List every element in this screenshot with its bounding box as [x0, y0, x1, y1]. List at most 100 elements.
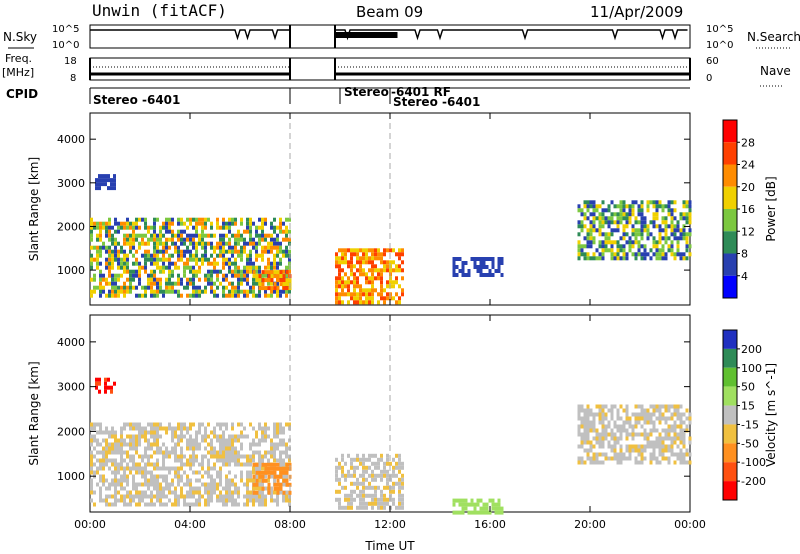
echo-cell [335, 477, 338, 482]
echo-cell [371, 453, 374, 458]
echo-cell [365, 300, 368, 305]
echo-cell [273, 482, 277, 487]
echo-cell [643, 408, 647, 413]
echo-cell [258, 422, 261, 427]
echo-cell [159, 450, 162, 455]
echo-cell [102, 454, 105, 459]
echo-cell [90, 478, 93, 483]
echo-cell [138, 438, 141, 443]
echo-cell [192, 446, 195, 451]
echo-cell [156, 446, 159, 451]
echo-cell [222, 458, 225, 463]
echo-cell [156, 478, 159, 483]
echo-cell [210, 225, 213, 230]
echo-cell [380, 493, 383, 498]
echo-cell [625, 412, 629, 417]
echo-cell [652, 204, 656, 209]
echo-cell [658, 256, 662, 261]
echo-cell [380, 489, 383, 494]
echo-cell [264, 462, 268, 467]
echo-cell [114, 241, 117, 246]
echo-cell [96, 422, 99, 427]
cpid-segment-2: Stereo [344, 85, 389, 99]
echo-cell [350, 457, 353, 462]
echo-cell [159, 233, 162, 238]
echo-cell [640, 416, 644, 421]
echo-cell [607, 216, 611, 221]
echo-cell [108, 289, 111, 294]
echo-cell [126, 462, 129, 467]
echo-cell [646, 204, 650, 209]
echo-cell [96, 442, 99, 447]
echo-cell [198, 237, 201, 242]
echo-cell [90, 442, 93, 447]
echo-cell [255, 265, 258, 270]
echo-cell [246, 253, 249, 258]
x-tick-label: 00:00 [74, 518, 106, 531]
echo-cell [359, 264, 362, 269]
echo-cell [207, 458, 210, 463]
echo-cell [123, 225, 126, 230]
echo-cell [279, 241, 282, 246]
echo-cell [96, 482, 99, 487]
echo-cell [213, 289, 216, 294]
echo-cell [273, 289, 276, 294]
echo-cell [285, 454, 288, 459]
echo-cell [228, 454, 231, 459]
echo-cell [252, 462, 256, 467]
echo-cell [682, 444, 686, 449]
echo-cell [362, 469, 365, 474]
echo-cell [198, 430, 201, 435]
echo-cell [682, 252, 686, 257]
echo-cell [123, 458, 126, 463]
echo-cell [616, 424, 620, 429]
echo-cell [246, 269, 249, 274]
echo-cell [619, 452, 623, 457]
echo-cell [120, 221, 123, 226]
echo-cell [279, 450, 282, 455]
echo-cell [213, 430, 216, 435]
echo-cell [249, 285, 252, 290]
echo-cell [222, 434, 225, 439]
echo-cell [162, 454, 165, 459]
freq-panel-frame [89, 57, 691, 81]
echo-cell [210, 277, 213, 282]
echo-cell [108, 442, 111, 447]
echo-cell [670, 404, 674, 409]
echo-cell [144, 446, 147, 451]
echo-cell [377, 300, 380, 305]
echo-cell [592, 428, 596, 433]
echo-cell [255, 278, 259, 283]
echo-cell [252, 426, 255, 431]
echo-cell [679, 452, 683, 457]
freq-label-1: Freq. [5, 52, 32, 65]
echo-cell [135, 490, 138, 495]
echo-cell [177, 482, 180, 487]
echo-cell [231, 458, 234, 463]
echo-cell [189, 253, 192, 258]
echo-cell [673, 436, 677, 441]
colorbar-swatch [723, 386, 737, 406]
echo-cell [186, 494, 189, 499]
echo-cell [243, 434, 246, 439]
echo-cell [688, 216, 692, 221]
echo-cell [108, 217, 111, 222]
echo-cell [610, 244, 614, 249]
echo-cell [380, 280, 383, 285]
echo-cell [285, 282, 289, 287]
echo-cell [619, 436, 623, 441]
echo-cell [240, 273, 243, 278]
echo-cell [377, 505, 380, 510]
echo-cell [589, 424, 593, 429]
echo-cell [362, 457, 365, 462]
echo-cell [168, 285, 171, 290]
echo-cell [147, 458, 150, 463]
echo-cell [258, 474, 262, 479]
echo-cell [634, 420, 638, 425]
echo-cell [237, 462, 240, 467]
echo-cell [120, 289, 123, 294]
echo-cell [123, 269, 126, 274]
echo-cell [398, 284, 401, 289]
echo-cell [165, 257, 168, 262]
echo-cell [637, 208, 641, 213]
